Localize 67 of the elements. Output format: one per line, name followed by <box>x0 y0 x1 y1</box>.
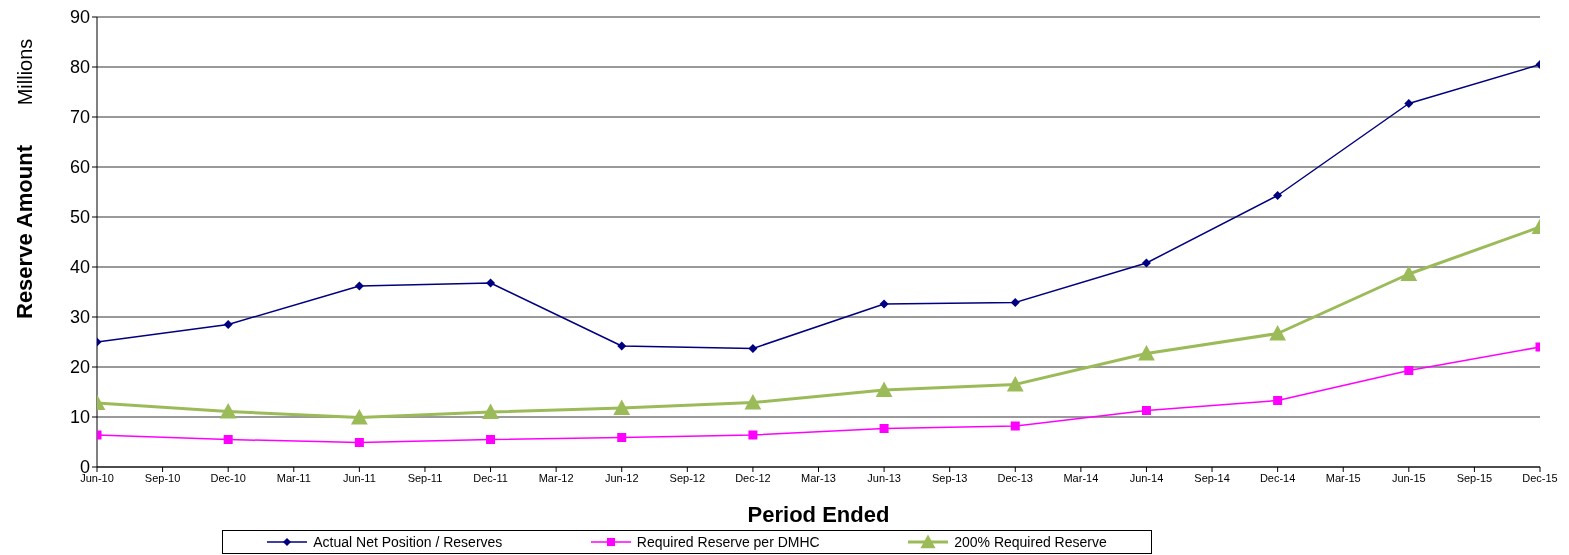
point <box>1141 406 1151 415</box>
x-tick-label: Dec-12 <box>735 471 771 484</box>
y-tick-label: 50 <box>69 207 90 228</box>
point <box>1404 366 1414 375</box>
x-tick-label: Mar-15 <box>1325 471 1361 484</box>
x-tick-label: Dec-14 <box>1259 471 1296 484</box>
y-tick-label: 60 <box>69 157 90 178</box>
point <box>219 403 237 419</box>
point <box>223 320 233 329</box>
x-axis-title: Period Ended <box>747 502 890 527</box>
x-tick-label: Sep-11 <box>407 471 443 484</box>
point <box>1404 99 1414 108</box>
point <box>879 299 889 309</box>
y-tick-label: 70 <box>69 107 90 128</box>
text: Millions <box>14 38 36 106</box>
x-tick-label: Sep-15 <box>1456 471 1493 484</box>
legend-label: Actual Net Position / Reserves <box>313 534 503 550</box>
x-tick-label: Sep-13 <box>931 471 968 484</box>
legend-label: Required Reserve per DMHC <box>636 534 820 550</box>
point <box>354 281 364 291</box>
y-tick-label: 80 <box>69 57 90 78</box>
y-axis-title: Reserve Amount <box>12 144 37 320</box>
point <box>1141 258 1151 268</box>
x-tick-label: Jun-15 <box>1392 471 1426 484</box>
point <box>875 381 893 397</box>
x-tick-label: Mar-12 <box>538 471 574 484</box>
y-tick-label: 20 <box>69 357 90 378</box>
point <box>354 438 364 447</box>
point <box>1273 396 1283 405</box>
point <box>486 278 496 288</box>
x-tick-label: Dec-10 <box>210 471 246 484</box>
point <box>1010 298 1020 307</box>
x-tick-label: Sep-10 <box>144 471 181 484</box>
x-tick-label: Mar-11 <box>276 471 311 484</box>
point <box>1006 376 1024 392</box>
point <box>879 424 889 433</box>
legend-label: 200% Required Reserve <box>954 534 1107 550</box>
x-tick-label: Dec-13 <box>997 471 1034 484</box>
x-tick-label: Dec-11 <box>473 471 508 484</box>
point <box>486 435 496 444</box>
point <box>617 341 627 351</box>
x-tick-label: Jun-11 <box>342 471 376 484</box>
y-tick-label: 40 <box>69 257 90 278</box>
x-tick-label: Dec-15 <box>1522 471 1558 484</box>
y-tick-label: 90 <box>69 7 90 28</box>
point <box>1010 421 1020 431</box>
point <box>1269 325 1287 341</box>
x-tick-label: Sep-12 <box>669 471 706 484</box>
point <box>482 403 499 419</box>
x-tick-label: Jun-12 <box>604 471 639 484</box>
x-tick-label: Sep-14 <box>1194 471 1230 484</box>
x-tick-label: Mar-14 <box>1063 471 1099 484</box>
point <box>1273 191 1283 200</box>
point <box>1400 265 1418 281</box>
point <box>223 435 233 444</box>
point <box>748 344 758 353</box>
point <box>1138 345 1155 361</box>
y-tick-label: 30 <box>69 307 90 328</box>
x-tick-label: Jun-13 <box>867 471 901 484</box>
point <box>350 409 368 425</box>
point <box>613 399 631 415</box>
y-tick-label: 10 <box>69 407 90 428</box>
point <box>744 394 762 410</box>
x-tick-label: Jun-14 <box>1129 471 1164 484</box>
point <box>748 430 758 440</box>
point <box>617 433 627 442</box>
x-tick-label: Mar-13 <box>801 471 836 484</box>
